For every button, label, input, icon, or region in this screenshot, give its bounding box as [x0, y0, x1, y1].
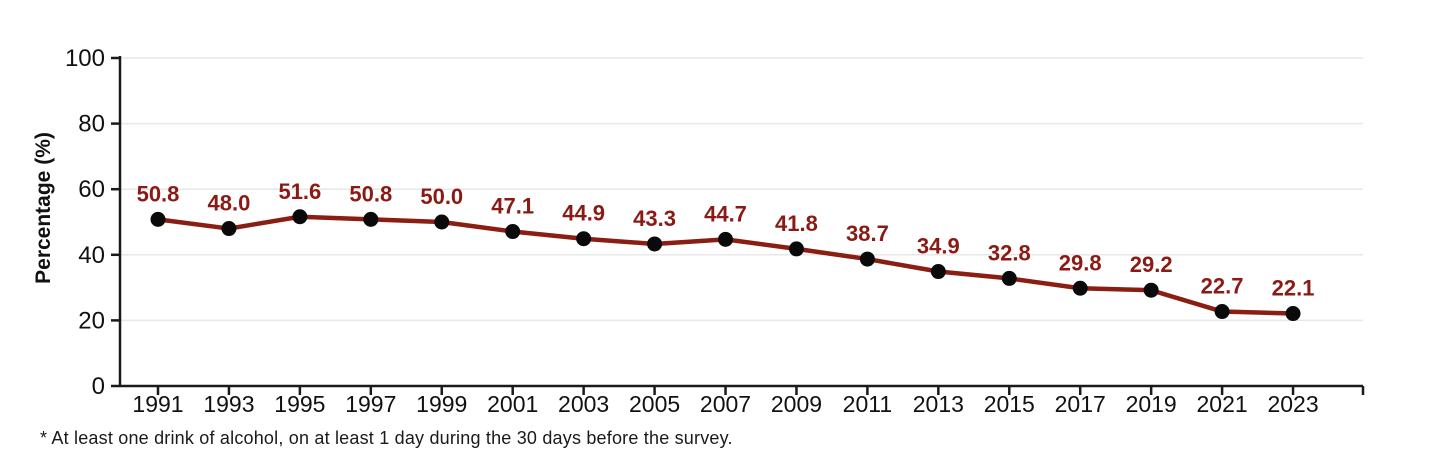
x-tick-label: 2003	[558, 391, 609, 417]
x-tick-label: 1997	[345, 391, 396, 417]
series-markers	[150, 209, 1301, 322]
data-point-label: 50.0	[420, 184, 463, 209]
data-point-marker	[292, 209, 308, 225]
data-labels: 50.8 48.0 51.6 50.8 50.0 47.1 44.9 43.3 44.7 41.8…	[137, 179, 1315, 301]
y-axis-ticks: 0 20 40 60 80 100	[65, 45, 120, 400]
x-tick-label: 1991	[132, 391, 183, 417]
data-point-marker	[718, 231, 734, 247]
data-point-label: 29.8	[1059, 250, 1102, 275]
x-tick-label: 2019	[1126, 391, 1177, 417]
y-tick-label: 0	[92, 373, 105, 400]
chart-footnote: * At least one drink of alcohol, on at l…	[40, 428, 733, 448]
x-tick-label: 2005	[629, 391, 680, 417]
data-point-marker	[647, 236, 663, 252]
data-point-label: 50.8	[349, 181, 392, 206]
axes	[118, 56, 1363, 388]
x-tick-label: 2001	[487, 391, 538, 417]
x-tick-label: 2009	[771, 391, 822, 417]
data-point-label: 50.8	[137, 181, 180, 206]
data-point-marker	[1214, 304, 1230, 320]
data-point-label: 44.9	[562, 201, 605, 226]
data-point-label: 22.7	[1201, 274, 1244, 299]
gridlines	[120, 57, 1363, 322]
data-point-marker	[434, 214, 450, 230]
data-point-label: 29.2	[1130, 252, 1173, 277]
data-point-label: 44.7	[704, 201, 747, 226]
x-tick-label: 2023	[1267, 391, 1318, 417]
x-tick-label: 1999	[416, 391, 467, 417]
y-tick-label: 40	[78, 242, 105, 269]
data-point-label: 41.8	[775, 211, 818, 236]
y-tick-label: 80	[78, 111, 105, 138]
x-tick-label: 2007	[700, 391, 751, 417]
data-point-marker	[505, 224, 521, 240]
x-tick-label: 2011	[843, 391, 892, 417]
x-axis-ticks: 1991 1993 1995 1997 1999 2001 2003 2005 2007 2009…	[132, 386, 1365, 417]
x-tick-label: 2013	[913, 391, 964, 417]
data-point-marker	[150, 211, 166, 227]
data-point-marker	[221, 221, 237, 237]
data-point-marker	[1072, 280, 1088, 296]
x-tick-label: 2017	[1055, 391, 1106, 417]
data-point-marker	[1001, 270, 1017, 286]
data-point-label: 38.7	[846, 221, 889, 246]
x-tick-label: 2015	[984, 391, 1035, 417]
data-point-marker	[930, 264, 946, 280]
x-tick-label: 1993	[203, 391, 254, 417]
data-point-label: 43.3	[633, 206, 676, 231]
y-tick-label: 20	[78, 307, 105, 334]
data-point-label: 48.0	[208, 191, 251, 216]
data-point-label: 32.8	[988, 240, 1031, 265]
data-point-marker	[1285, 306, 1301, 322]
y-axis-title: Percentage (%)	[32, 132, 55, 284]
y-tick-label: 60	[78, 176, 105, 203]
data-point-marker	[1143, 282, 1159, 298]
data-point-marker	[788, 241, 804, 257]
data-point-marker	[859, 251, 875, 267]
x-tick-label: 2021	[1197, 391, 1248, 417]
data-point-marker	[363, 211, 379, 227]
x-tick-label: 1995	[274, 391, 325, 417]
data-point-label: 22.1	[1272, 276, 1315, 301]
y-tick-label: 100	[65, 45, 105, 72]
data-point-label: 47.1	[491, 194, 534, 219]
data-point-label: 51.6	[278, 179, 321, 204]
data-point-marker	[576, 231, 592, 247]
alcohol-use-trend-line-chart: 0 20 40 60 80 100 1991 1993 1995 1997 1999 2001 2003…	[32, 45, 1365, 417]
data-point-label: 34.9	[917, 234, 960, 259]
series-line	[155, 214, 1296, 316]
